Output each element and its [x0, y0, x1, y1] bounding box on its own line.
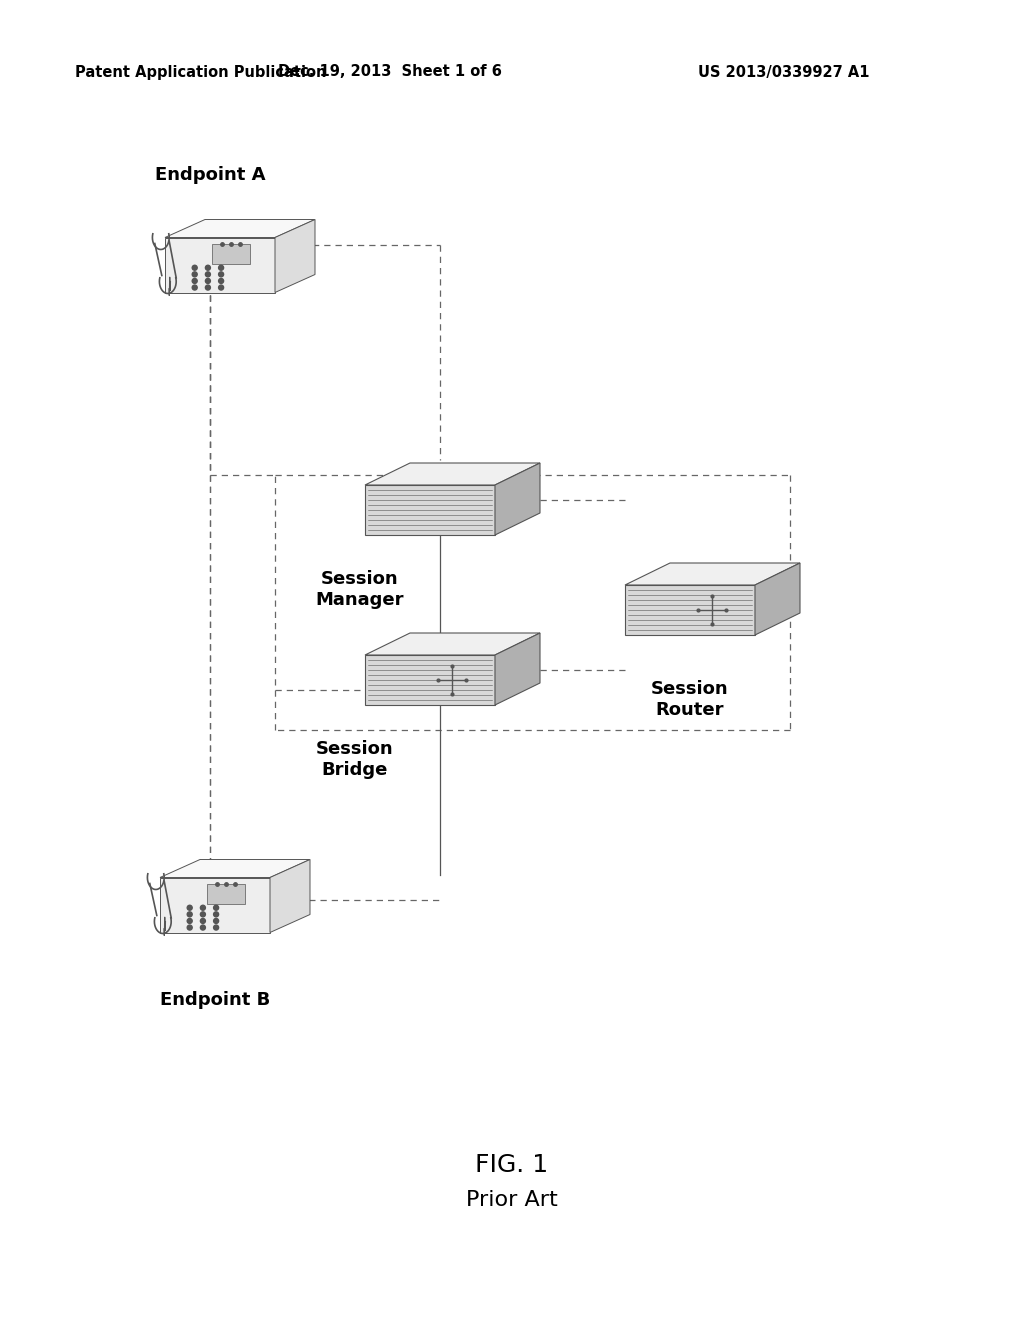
- Circle shape: [218, 285, 223, 290]
- Text: Endpoint A: Endpoint A: [155, 166, 265, 183]
- Circle shape: [206, 285, 210, 290]
- Circle shape: [206, 279, 210, 284]
- Polygon shape: [160, 859, 310, 878]
- Text: Dec. 19, 2013  Sheet 1 of 6: Dec. 19, 2013 Sheet 1 of 6: [279, 65, 502, 79]
- Circle shape: [214, 919, 218, 924]
- Circle shape: [193, 279, 198, 284]
- Polygon shape: [495, 463, 540, 535]
- Polygon shape: [365, 655, 495, 705]
- Polygon shape: [275, 219, 315, 293]
- Polygon shape: [207, 884, 246, 904]
- Polygon shape: [495, 634, 540, 705]
- Circle shape: [201, 925, 206, 931]
- Circle shape: [193, 272, 198, 277]
- Polygon shape: [365, 634, 540, 655]
- Circle shape: [214, 906, 218, 911]
- Polygon shape: [365, 484, 495, 535]
- Text: US 2013/0339927 A1: US 2013/0339927 A1: [698, 65, 870, 79]
- Text: Session
Manager: Session Manager: [315, 570, 404, 609]
- Polygon shape: [165, 219, 315, 238]
- Circle shape: [187, 912, 193, 917]
- Polygon shape: [270, 859, 310, 932]
- Circle shape: [187, 906, 193, 911]
- Circle shape: [193, 265, 198, 271]
- Circle shape: [218, 272, 223, 277]
- Circle shape: [218, 265, 223, 271]
- Circle shape: [201, 906, 206, 911]
- Circle shape: [206, 272, 210, 277]
- Text: Session
Bridge: Session Bridge: [316, 741, 394, 779]
- Circle shape: [218, 279, 223, 284]
- Text: FIG. 1: FIG. 1: [475, 1152, 549, 1177]
- Polygon shape: [365, 463, 540, 484]
- Circle shape: [193, 285, 198, 290]
- Polygon shape: [212, 244, 250, 264]
- Polygon shape: [755, 564, 800, 635]
- Circle shape: [187, 925, 193, 931]
- Polygon shape: [625, 564, 800, 585]
- Text: Prior Art: Prior Art: [466, 1191, 558, 1210]
- Circle shape: [206, 265, 210, 271]
- Circle shape: [214, 925, 218, 931]
- Text: Session
Router: Session Router: [651, 680, 729, 719]
- Circle shape: [201, 919, 206, 924]
- Circle shape: [201, 912, 206, 917]
- Circle shape: [214, 912, 218, 917]
- Polygon shape: [625, 585, 755, 635]
- Polygon shape: [160, 878, 270, 932]
- Text: Patent Application Publication: Patent Application Publication: [75, 65, 327, 79]
- Circle shape: [187, 919, 193, 924]
- Text: Endpoint B: Endpoint B: [160, 991, 270, 1008]
- Polygon shape: [165, 238, 275, 293]
